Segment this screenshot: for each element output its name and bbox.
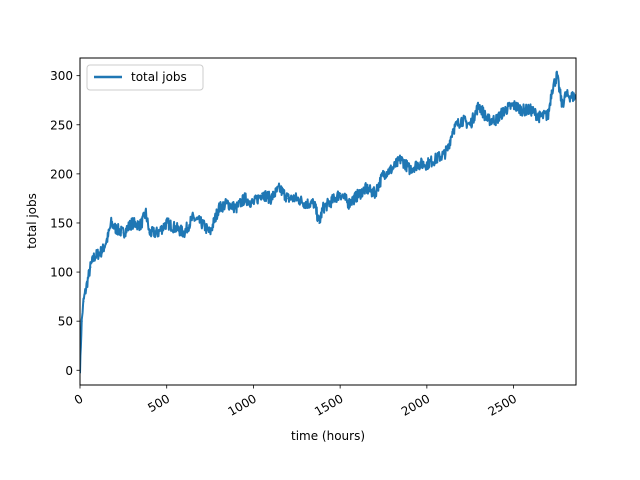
- y-axis: 0 50 100 150 200 250 300: [50, 69, 80, 378]
- data-point: [101, 249, 104, 252]
- data-point: [564, 94, 567, 97]
- data-point: [339, 192, 342, 195]
- data-point: [521, 109, 524, 112]
- data-point: [243, 197, 246, 200]
- data-point: [110, 221, 113, 224]
- data-point: [148, 231, 151, 234]
- data-point: [287, 197, 290, 200]
- data-point: [365, 187, 368, 190]
- data-point: [226, 202, 229, 205]
- legend: total jobs: [86, 64, 204, 91]
- data-point: [529, 109, 532, 112]
- data-point: [217, 207, 220, 210]
- data-point: [356, 194, 359, 197]
- legend-label: total jobs: [131, 70, 187, 84]
- data-point: [165, 221, 168, 224]
- data-point: [538, 115, 541, 118]
- data-point: [318, 221, 321, 224]
- data-point: [561, 104, 564, 107]
- data-point: [80, 320, 83, 323]
- data-point: [486, 118, 489, 121]
- data-point: [469, 123, 472, 126]
- data-point: [295, 197, 298, 200]
- data-point: [547, 113, 550, 116]
- data-point: [451, 128, 454, 131]
- data-point: [92, 256, 95, 259]
- y-tick-label: 0: [65, 364, 73, 378]
- data-point: [555, 74, 558, 77]
- data-point: [477, 104, 480, 107]
- y-tick-label: 50: [58, 315, 73, 329]
- data-point: [200, 221, 203, 224]
- data-point: [89, 266, 92, 269]
- data-point: [443, 153, 446, 156]
- y-tick-label: 200: [50, 167, 73, 181]
- y-tick-label: 150: [50, 216, 73, 230]
- data-point: [157, 231, 160, 234]
- x-axis-label: time (hours): [291, 429, 365, 443]
- data-point: [330, 200, 333, 203]
- data-point: [174, 226, 177, 229]
- data-point: [252, 202, 255, 205]
- data-point: [382, 172, 385, 175]
- data-point: [85, 282, 88, 285]
- data-point: [209, 231, 212, 234]
- data-point: [183, 231, 186, 234]
- plot-frame: [79, 57, 577, 386]
- data-point: [408, 167, 411, 170]
- data-point: [278, 187, 281, 190]
- data-point: [82, 300, 85, 303]
- y-axis-label: total jobs: [25, 193, 39, 249]
- data-point: [313, 202, 316, 205]
- data-point: [106, 236, 109, 239]
- data-point: [512, 104, 515, 107]
- series-line-total-jobs: [80, 70, 576, 374]
- data-point: [391, 167, 394, 170]
- data-point: [304, 202, 307, 205]
- data-point: [503, 109, 506, 112]
- data-point: [373, 192, 376, 195]
- data-point: [191, 217, 194, 220]
- data-point: [446, 148, 449, 151]
- y-tick-label: 300: [50, 69, 73, 83]
- data-point: [460, 118, 463, 121]
- data-point: [261, 192, 264, 195]
- data-point: [321, 207, 324, 210]
- data-point: [131, 221, 134, 224]
- data-point: [144, 212, 147, 215]
- data-point: [495, 118, 498, 121]
- data-point: [425, 163, 428, 166]
- data-point: [269, 197, 272, 200]
- plot-area: [79, 57, 577, 386]
- y-tick-label: 100: [50, 266, 73, 280]
- data-point: [399, 158, 402, 161]
- data-point: [96, 253, 99, 256]
- series-layer: [80, 70, 576, 374]
- data-point: [113, 226, 116, 229]
- data-point: [347, 202, 350, 205]
- y-tick-label: 250: [50, 118, 73, 132]
- data-point: [417, 163, 420, 166]
- data-point: [235, 207, 238, 210]
- data-point: [434, 158, 437, 161]
- data-point: [139, 223, 142, 226]
- data-point: [122, 231, 125, 234]
- legend-box: [86, 64, 204, 91]
- data-point: [550, 89, 553, 92]
